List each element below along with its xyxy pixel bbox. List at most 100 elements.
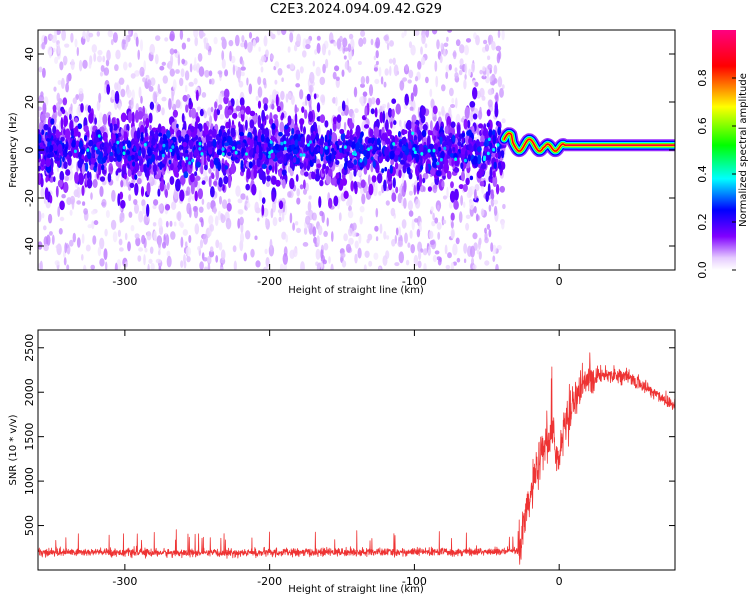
spectrogram-noise-cell [429, 88, 433, 98]
spectrogram-noise-cell [66, 264, 70, 270]
spectrogram-noise-cell [240, 42, 246, 48]
spectrogram-band-cell [328, 168, 333, 177]
spectrogram-band-cell [86, 170, 90, 179]
spectrogram-noise-cell [483, 39, 488, 45]
spectrogram-core-cell [378, 151, 382, 157]
spectrogram-band-cell [249, 110, 256, 117]
spectrogram-noise-cell [282, 201, 286, 213]
spectrogram-noise-cell [38, 94, 45, 103]
spectrogram-core-cell [394, 150, 400, 156]
spectrogram-noise-cell [69, 195, 76, 205]
spectrogram-noise-cell [240, 232, 244, 244]
spectrogram-core-cell [319, 137, 324, 144]
spectrogram-noise-cell [38, 210, 42, 223]
spectrogram-noise-cell [237, 72, 241, 83]
spectrogram-core-cell [467, 154, 471, 162]
spectrogram-noise-cell [204, 266, 208, 270]
spectrogram-noise-cell [130, 73, 136, 79]
spectrogram-noise-cell [325, 58, 329, 69]
spectrogram-band-cell [430, 165, 436, 177]
spectrogram-core-cell [162, 133, 167, 141]
spectrogram-noise-cell [114, 82, 118, 91]
snr-frame [37, 329, 676, 571]
spectrogram-noise-cell [167, 60, 173, 70]
spectrogram-core-cell [130, 154, 135, 160]
spectrogram-noise-cell [278, 208, 282, 217]
spectrogram-band-cell [432, 105, 438, 115]
spectrogram-x-tick-label: -200 [257, 275, 282, 288]
spectrogram-noise-cell [208, 250, 215, 258]
spectrogram-noise-cell [277, 68, 283, 76]
spectrogram-core-cell [159, 163, 165, 168]
spectrogram-band-cell [395, 103, 401, 115]
spectrogram-noise-cell [204, 175, 209, 182]
spectrogram-core-cell [205, 134, 210, 142]
spectrogram-noise-cell [76, 46, 80, 57]
spectrogram-noise-cell [338, 212, 342, 222]
spectrogram-noise-cell [121, 39, 125, 50]
spectrogram-band-cell [107, 172, 112, 183]
spectrogram-band-cell [261, 204, 265, 216]
spectrogram-noise-cell [220, 249, 226, 261]
spectrogram-noise-cell [312, 226, 317, 237]
spectrogram-noise-cell [450, 262, 455, 270]
spectrogram-noise-cell [115, 49, 121, 60]
spectrogram-noise-cell [146, 230, 152, 241]
spectrogram-band-cell [281, 112, 285, 119]
spectrogram-band-cell [262, 97, 269, 105]
spectrogram-noise-cell [260, 55, 267, 63]
spectrogram-core-cell [236, 144, 242, 150]
spectrogram-band-cell [450, 212, 455, 221]
spectrogram-noise-cell [213, 206, 217, 215]
spectrogram-noise-cell [434, 217, 439, 224]
spectrogram-band-cell [444, 125, 449, 134]
spectrogram-band-cell [341, 168, 345, 175]
spectrogram-noise-cell [265, 49, 269, 58]
spectrogram-band-cell [175, 171, 179, 178]
spectrogram-noise-cell [128, 211, 133, 218]
spectrogram-noise-cell [288, 30, 295, 33]
spectrogram-noise-cell [40, 187, 45, 198]
spectrogram-band-cell [194, 190, 198, 202]
spectrogram-noise-cell [103, 67, 110, 76]
spectrogram-noise-cell [460, 195, 463, 206]
spectrogram-noise-cell [465, 214, 471, 219]
spectrogram-core-cell [224, 142, 230, 147]
spectrogram-band-cell [472, 87, 478, 100]
spectrogram-peak-cell [232, 146, 236, 150]
spectrogram-noise-cell [417, 260, 422, 269]
spectrogram-core-cell [293, 133, 299, 142]
spectrogram-core-cell [284, 124, 289, 130]
spectrogram-band-cell [169, 176, 175, 185]
spectrogram-noise-cell [99, 112, 103, 121]
spectrogram-core-cell [294, 139, 299, 147]
spectrogram-core-cell [460, 143, 464, 148]
spectrogram-band-cell [172, 109, 178, 118]
spectrogram-noise-cell [221, 50, 225, 61]
spectrogram-noise-cell [348, 33, 354, 40]
spectrogram-noise-cell [436, 222, 442, 230]
spectrogram-core-cell [204, 164, 208, 171]
spectrogram-band-cell [315, 168, 320, 175]
spectrogram-band-cell [314, 173, 321, 182]
spectrogram-core-cell [190, 131, 197, 138]
spectrogram-noise-cell [366, 238, 370, 244]
spectrogram-core-cell [151, 154, 156, 162]
spectrogram-noise-cell [83, 208, 88, 215]
spectrogram-noise-cell [397, 240, 404, 248]
spectrogram-noise-cell [96, 119, 102, 127]
spectrogram-noise-cell [384, 68, 389, 76]
spectrogram-core-cell [359, 134, 363, 144]
spectrogram-band-cell [230, 98, 235, 107]
spectrogram-peak-cell [198, 147, 202, 151]
spectrogram-band-cell [239, 97, 245, 107]
spectrogram-noise-cell [296, 33, 301, 46]
spectrogram-noise-cell [464, 44, 469, 56]
spectrogram-band-cell [42, 102, 47, 115]
spectrogram-noise-cell [425, 30, 430, 38]
spectrogram-noise-cell [57, 206, 61, 218]
spectrogram-noise-cell [346, 200, 350, 207]
spectrogram-noise-cell [375, 60, 379, 66]
spectrogram-band-cell [276, 105, 281, 113]
spectrogram-band-cell [456, 124, 461, 138]
